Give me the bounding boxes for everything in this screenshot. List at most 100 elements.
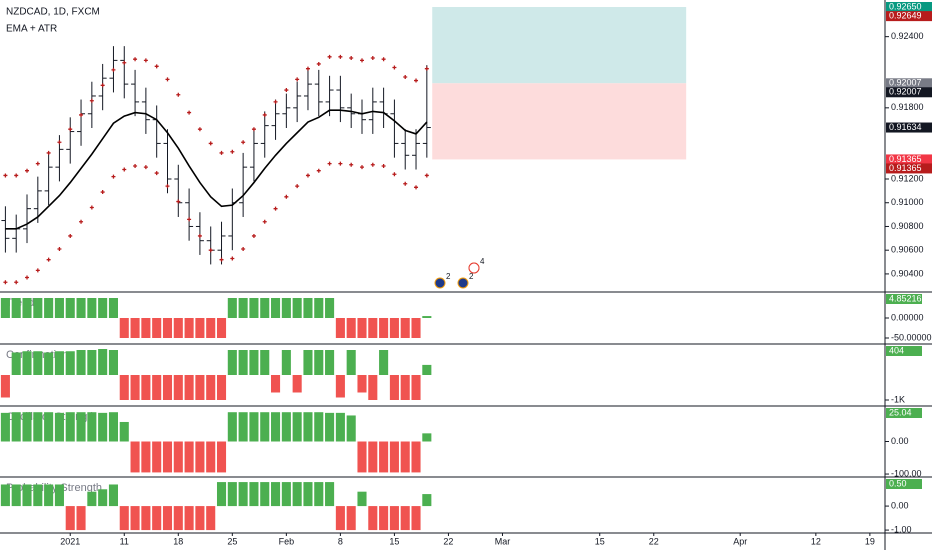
histogram-bar [260,350,270,375]
histogram-bar [303,482,313,507]
histogram-bar [141,318,151,338]
histogram-bar [173,318,183,338]
histogram-bar [152,441,162,473]
histogram-bar [400,318,410,338]
histogram-bar [141,441,151,473]
loss-zone [432,83,687,160]
histogram-bar [281,298,291,318]
atr-dot [133,57,138,62]
atr-dot [338,161,343,166]
atr-dot [68,233,73,238]
histogram-bar [76,506,86,531]
histogram-bar [325,350,335,375]
histogram-bar [162,506,173,531]
atr-dot [338,54,343,59]
histogram-bar [249,412,259,442]
histogram-bar [184,506,194,531]
histogram-bar [271,482,281,507]
histogram-bar [195,506,205,531]
histogram-bar [65,412,75,442]
atr-dot [349,162,354,167]
event-count: 2 [469,272,474,281]
current-value-label: 404 [889,345,904,355]
histogram-bar [346,506,356,531]
atr-dot [25,275,30,280]
histogram-bar [325,482,335,507]
price-label: 0.92650 [889,1,922,11]
atr-dot [89,205,94,210]
atr-dot [57,247,62,252]
histogram-bar [411,506,421,531]
histogram-bar [400,441,410,473]
atr-dot [392,65,397,70]
histogram-bar [184,375,194,400]
atr-dot [359,165,364,170]
event-count: 4 [480,257,485,266]
atr-dot [424,173,429,178]
atr-dot [262,219,267,224]
histogram-bar [292,412,302,442]
atr-dot [208,141,213,146]
atr-dot [197,127,202,132]
atr-dot [79,112,84,117]
histogram-bar [281,412,291,442]
x-tick-label: 15 [389,536,399,546]
y-tick-label: -50.00000 [891,332,932,342]
x-tick-label: 22 [649,536,659,546]
histogram-bar [260,412,270,442]
histogram-bar [303,412,313,442]
atr-dot [327,54,332,59]
atr-dot [219,150,224,155]
histogram-bar [44,412,54,442]
atr-dot [381,57,386,62]
histogram-bar [368,441,378,473]
histogram-bar [227,298,237,318]
histogram-bar [216,375,227,400]
histogram-bar [346,318,356,338]
histogram-bar [400,506,410,531]
price-label: 0.91365 [889,154,922,164]
histogram-bar [379,506,389,531]
histogram-bar [368,375,378,400]
current-value-label: 0.50 [889,478,907,488]
histogram-bar [357,375,367,393]
histogram-bar [206,318,216,338]
histogram-bar [281,482,291,507]
histogram-bar [195,441,205,473]
atr-dot [273,99,278,104]
atr-dot [68,127,73,132]
histogram-bar [98,298,108,318]
histogram-bar [249,350,259,375]
histogram-bar [292,298,302,318]
y-tick-label: 0.00 [891,436,909,446]
atr-dot [424,66,429,71]
y-tick-label: 0.92400 [891,31,924,41]
histogram-bar [0,298,10,318]
atr-dot [46,150,51,155]
price-label-box [886,122,932,133]
histogram-bar [0,484,10,507]
atr-dot [370,162,375,167]
atr-dot [316,61,321,66]
histogram-bar [249,298,259,318]
atr-dot [381,163,386,168]
histogram-bar [357,491,367,507]
current-value-label: 25.04 [889,407,912,417]
profit-zone [432,6,687,84]
atr-dot [25,168,30,173]
atr-dot [305,66,310,71]
histogram-bar [152,506,162,531]
histogram-bar [195,375,205,400]
histogram-bar [227,482,237,507]
histogram-bar [11,484,21,507]
histogram-bar [227,412,237,442]
x-tick-label: 2021 [60,536,80,546]
x-tick-label: Feb [279,536,295,546]
histogram-bar [335,412,345,442]
histogram-bar [216,318,227,338]
histogram-bar [422,494,432,507]
atr-dot [133,163,138,168]
histogram-bar [335,375,345,398]
histogram-bar [98,349,108,375]
